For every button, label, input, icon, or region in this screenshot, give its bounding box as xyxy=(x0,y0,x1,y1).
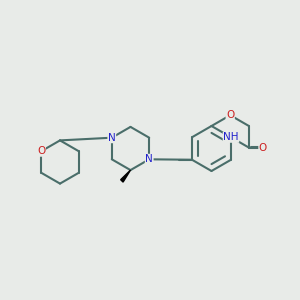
Text: O: O xyxy=(259,142,267,153)
Text: O: O xyxy=(37,146,45,156)
Text: NH: NH xyxy=(223,132,239,142)
Text: O: O xyxy=(226,110,234,120)
Text: N: N xyxy=(145,154,153,164)
Polygon shape xyxy=(121,170,130,182)
Text: N: N xyxy=(108,133,116,143)
